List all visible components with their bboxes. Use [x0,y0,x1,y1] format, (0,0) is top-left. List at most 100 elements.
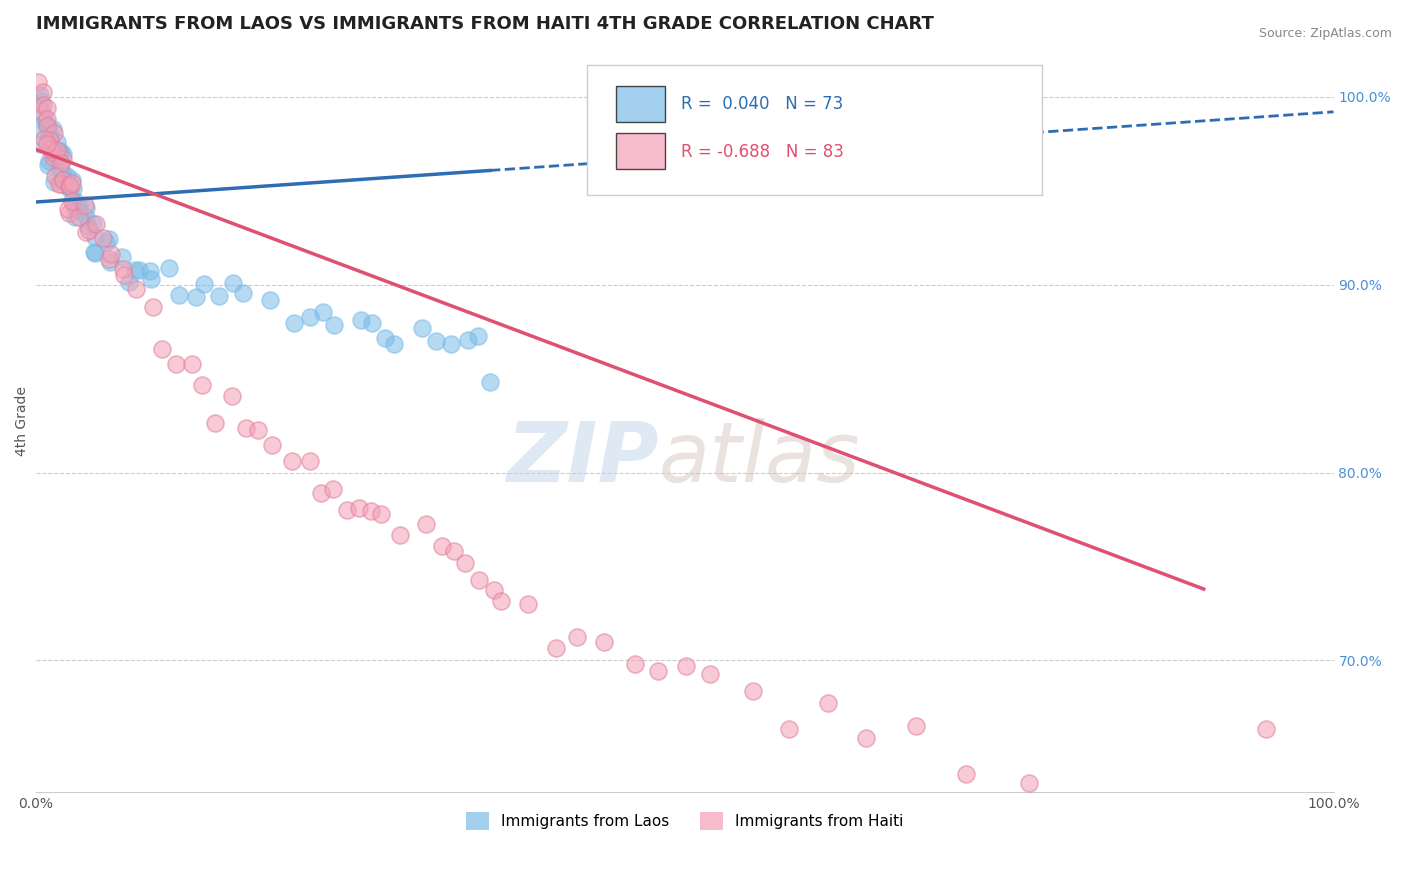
Point [114,268,136,282]
Point [67,204,90,219]
Text: Source: ZipAtlas.com: Source: ZipAtlas.com [1258,27,1392,40]
Point [374,330,396,344]
Point [142,300,165,314]
Point [42,150,65,164]
Point [75,211,97,225]
Point [817,696,839,710]
Point [299,454,322,468]
Point [30,95,52,109]
Point [38,153,60,168]
Point [67,199,90,213]
Point [349,500,371,515]
Point [51,164,73,178]
Point [59,178,82,193]
Point [52,153,75,167]
Point [259,293,281,308]
Point [647,664,669,678]
Point [28,88,51,103]
Point [31,85,53,99]
Point [778,722,800,736]
Point [457,333,479,347]
Point [38,131,60,145]
Point [79,223,101,237]
Point [111,250,134,264]
Point [39,128,62,142]
Text: R =  0.040   N = 73: R = 0.040 N = 73 [681,95,844,113]
Point [411,321,433,335]
Point [76,219,98,234]
Point [118,275,141,289]
Point [904,719,927,733]
Point [51,177,73,191]
Point [741,684,763,698]
Point [49,161,72,176]
Point [139,271,162,285]
Point [232,286,254,301]
Point [94,235,117,249]
Point [389,528,412,542]
Point [280,454,302,468]
Point [283,316,305,330]
Point [84,229,107,244]
Point [32,98,55,112]
Point [55,175,77,189]
Point [193,277,215,292]
Point [184,290,207,304]
Point [75,225,97,239]
Point [491,594,513,608]
Point [59,182,82,196]
Point [97,252,120,267]
Point [335,502,357,516]
Point [73,198,96,212]
Point [98,254,121,268]
Point [62,182,84,196]
Point [38,142,60,156]
Point [32,109,55,123]
Point [63,199,86,213]
Point [46,149,69,163]
Legend: Immigrants from Laos, Immigrants from Haiti: Immigrants from Laos, Immigrants from Ha… [460,805,910,837]
Point [247,423,270,437]
Point [955,766,977,780]
Point [699,666,721,681]
Point [453,557,475,571]
Point [55,175,77,189]
Point [124,263,146,277]
Point [111,262,134,277]
FancyBboxPatch shape [616,133,665,169]
Point [44,169,66,183]
Point [855,731,877,745]
Point [37,136,59,151]
Point [84,246,107,260]
FancyBboxPatch shape [616,87,665,122]
Point [382,337,405,351]
Point [479,376,502,390]
Point [82,217,104,231]
Point [443,544,465,558]
Point [100,247,122,261]
Point [544,640,567,655]
Point [311,486,333,500]
Point [66,199,89,213]
Point [467,329,489,343]
Point [370,507,392,521]
Point [83,244,105,259]
Point [60,172,83,186]
Point [298,310,321,324]
Point [322,482,344,496]
Text: R = -0.688   N = 83: R = -0.688 N = 83 [681,143,844,161]
Point [58,205,80,219]
Point [1077,808,1099,822]
Point [52,173,75,187]
Point [517,597,540,611]
Text: ZIP: ZIP [506,417,659,499]
Point [157,261,180,276]
Point [165,357,187,371]
Point [260,438,283,452]
Point [312,305,335,319]
Point [42,175,65,189]
Point [235,421,257,435]
Point [1191,825,1213,839]
Point [482,582,505,597]
Point [430,540,453,554]
